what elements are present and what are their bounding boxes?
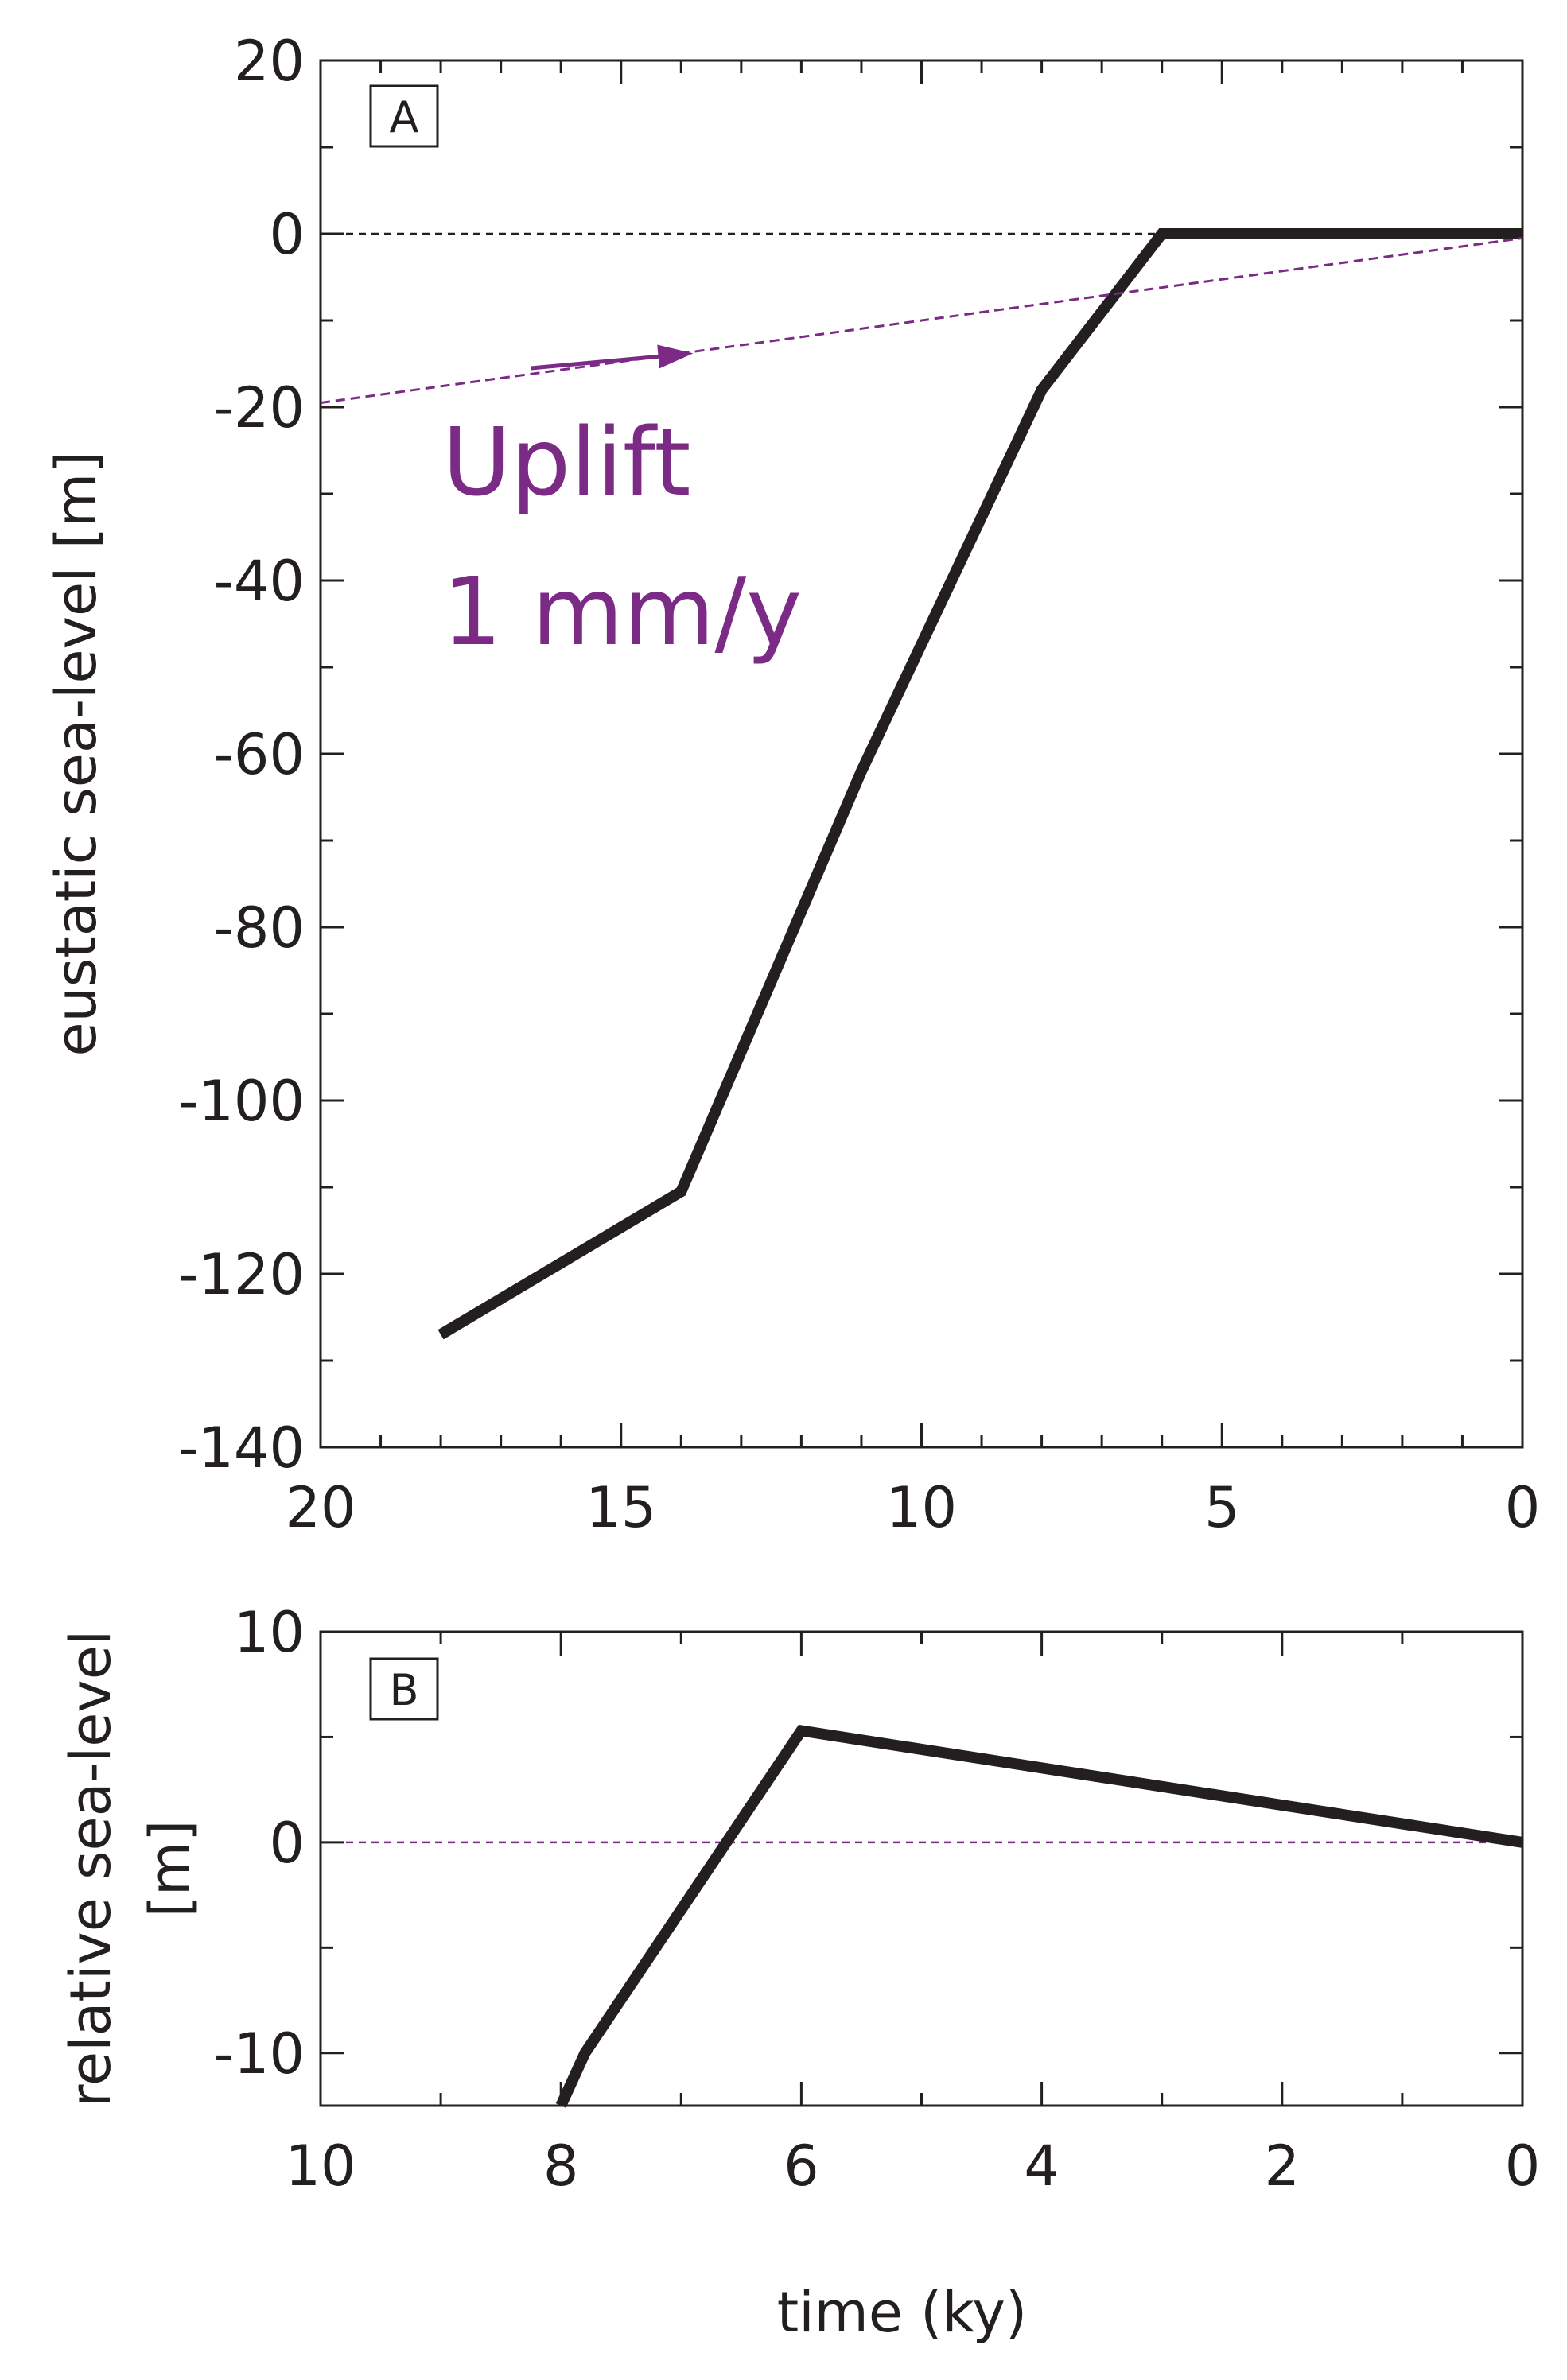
panel-b-x-tick-label: 0 — [1505, 2133, 1541, 2199]
panel-b-tag: B — [389, 1665, 418, 1715]
panel-a-x-tick-label: 15 — [585, 1475, 656, 1540]
panel-a-y-tick-label: -60 — [214, 722, 305, 787]
uplift-rate-label: 1 mm/y — [442, 557, 802, 666]
panel-b-y-axis-title-line1: relative sea-level — [58, 1630, 123, 2107]
panel-a-frame — [319, 59, 1524, 1449]
panel-a-ticks: 20 15 10 5 0 20 0 -20 -40 -60 -80 -100 -120 -140 — [178, 29, 1540, 1540]
panel-a-y-tick-label: -80 — [214, 895, 305, 961]
panel-a-x-tick-label: 20 — [285, 1475, 356, 1540]
uplift-arrow-shaft — [531, 354, 659, 371]
panel-b-tag-box — [369, 1657, 439, 1721]
panel-a-x-tick-label: 5 — [1204, 1475, 1240, 1540]
panel-b-series — [555, 1724, 1524, 2108]
panel-a-y-tick-label: -140 — [178, 1415, 305, 1481]
panel-b-x-axis-title: time (ky) — [777, 2280, 1028, 2345]
panel-b-series-line-0 — [555, 1724, 1524, 2108]
panel-b-x-tick-label: 8 — [543, 2133, 579, 2199]
panel-b-x-tick-label: 2 — [1265, 2133, 1301, 2199]
panel-a-series-line-1 — [320, 236, 1523, 405]
panel-a-y-tick-label: -100 — [178, 1069, 305, 1134]
panel-b-y-tick-label: -10 — [214, 2021, 305, 2087]
uplift-arrow-head — [657, 344, 694, 369]
panel-a-y-tick-label: 20 — [234, 29, 305, 94]
panel-b-y-tick-label: 10 — [234, 1600, 305, 1665]
panel-b-x-tick-label: 4 — [1024, 2133, 1060, 2199]
panel-a-tag-box — [369, 84, 439, 148]
panel-a-series — [320, 228, 1523, 1340]
panel-a-y-tick-label: -40 — [214, 549, 305, 614]
panel-a-tag: A — [390, 92, 419, 142]
panel-a-x-tick-label: 0 — [1505, 1475, 1541, 1540]
panel-b-x-tick-label: 6 — [784, 2133, 819, 2199]
panel-a-series-line-0 — [437, 228, 1522, 1340]
uplift-label: Uplift — [442, 407, 691, 517]
panel-b-y-tick-label: 0 — [269, 1811, 305, 1876]
panel-a-x-tick-label: 10 — [886, 1475, 957, 1540]
panel-a: 20 15 10 5 0 20 0 -20 -40 -60 -80 -100 -120 -140 A eu… — [44, 29, 1540, 1540]
panel-b-y-axis-title-line2: [m] — [138, 1820, 203, 1918]
panel-a-annotations — [531, 344, 694, 371]
panel-a-y-axis-title: eustatic sea-level [m] — [44, 451, 109, 1056]
panel-a-y-tick-label: -120 — [178, 1242, 305, 1307]
panel-b-x-tick-label: 10 — [285, 2133, 356, 2199]
panel-b-frame — [319, 1630, 1524, 2107]
panel-a-y-tick-label: -20 — [214, 375, 305, 441]
panel-a-y-tick-label: 0 — [269, 202, 305, 267]
